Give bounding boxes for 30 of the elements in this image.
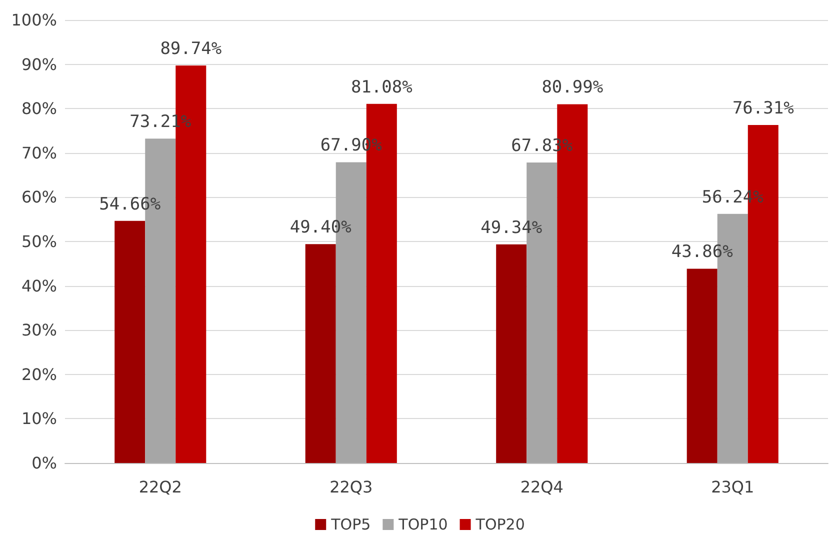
y-tick-label: 90% xyxy=(21,54,57,74)
y-tick-label: 100% xyxy=(11,10,57,30)
x-tick-label: 22Q2 xyxy=(138,478,182,496)
data-label: 49.40% xyxy=(290,218,352,238)
x-tick-label: 22Q4 xyxy=(520,478,564,496)
x-tick-label: 22Q3 xyxy=(330,478,373,496)
data-label: 76.31% xyxy=(732,98,794,118)
bar xyxy=(496,244,527,463)
y-tick-label: 70% xyxy=(21,143,57,162)
bar xyxy=(114,220,146,463)
bar xyxy=(305,244,336,463)
y-tick-label: 10% xyxy=(21,409,57,428)
y-tick-label: 60% xyxy=(21,188,57,207)
y-tick-label: 40% xyxy=(21,276,57,296)
data-label: 89.74% xyxy=(160,38,222,59)
y-tick-label: 80% xyxy=(21,99,57,118)
y-tick-label: 30% xyxy=(21,320,57,340)
data-label: 43.86% xyxy=(671,242,733,262)
legend-label: TOP5 xyxy=(330,516,371,534)
legend-label: TOP20 xyxy=(474,516,525,534)
data-label: 54.66% xyxy=(99,194,161,214)
data-label: 81.08% xyxy=(350,77,412,98)
data-label: 80.99% xyxy=(542,78,604,98)
y-tick-label: 20% xyxy=(21,364,57,384)
bar xyxy=(686,268,718,463)
x-tick-label: 23Q1 xyxy=(711,478,754,496)
y-tick-label: 50% xyxy=(21,232,57,251)
legend-label: TOP10 xyxy=(398,516,448,534)
data-label: 49.34% xyxy=(480,218,542,238)
y-tick-label: 0% xyxy=(32,454,57,472)
